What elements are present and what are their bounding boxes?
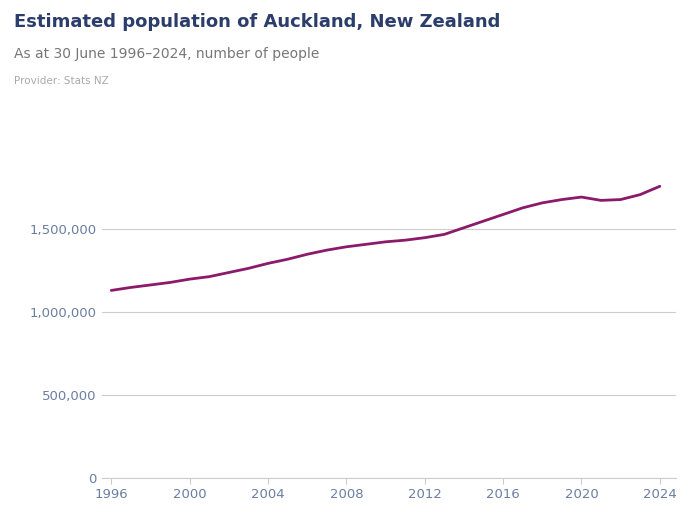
Text: As at 30 June 1996–2024, number of people: As at 30 June 1996–2024, number of peopl… (14, 47, 319, 61)
Text: Estimated population of Auckland, New Zealand: Estimated population of Auckland, New Ze… (14, 13, 500, 31)
Text: Provider: Stats NZ: Provider: Stats NZ (14, 76, 108, 86)
Text: figure.nz: figure.nz (588, 14, 662, 27)
